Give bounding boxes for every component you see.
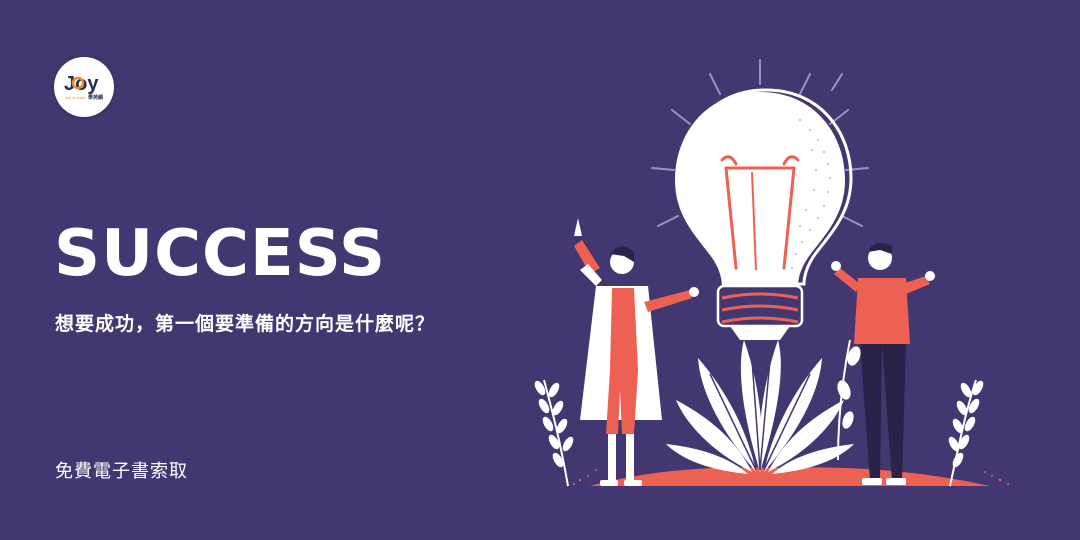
headline: SUCCESS	[54, 217, 387, 291]
light-bulb-icon	[675, 88, 853, 340]
logo-sub-text: Joy to learn	[65, 95, 86, 100]
small-plant	[837, 339, 861, 461]
logo-icon: Joy Joy to learn 學苑網	[64, 73, 103, 101]
logo-cn-text: 學苑網	[88, 94, 103, 101]
man-figure	[831, 243, 935, 485]
ebook-cta-link[interactable]: 免費電子書索取	[55, 461, 188, 482]
subheadline: 想要成功，第一個要準備的方向是什麼呢？	[55, 313, 436, 335]
logo-main-text: Joy	[64, 73, 99, 95]
fern-icon	[948, 379, 984, 487]
success-illustration	[534, 59, 1009, 487]
plant-leaves	[666, 340, 854, 474]
brand-logo[interactable]: Joy Joy to learn 學苑網	[54, 57, 114, 117]
bulb-o-icon	[71, 76, 85, 90]
scientist-figure	[574, 218, 699, 486]
fern-icon	[534, 379, 574, 487]
